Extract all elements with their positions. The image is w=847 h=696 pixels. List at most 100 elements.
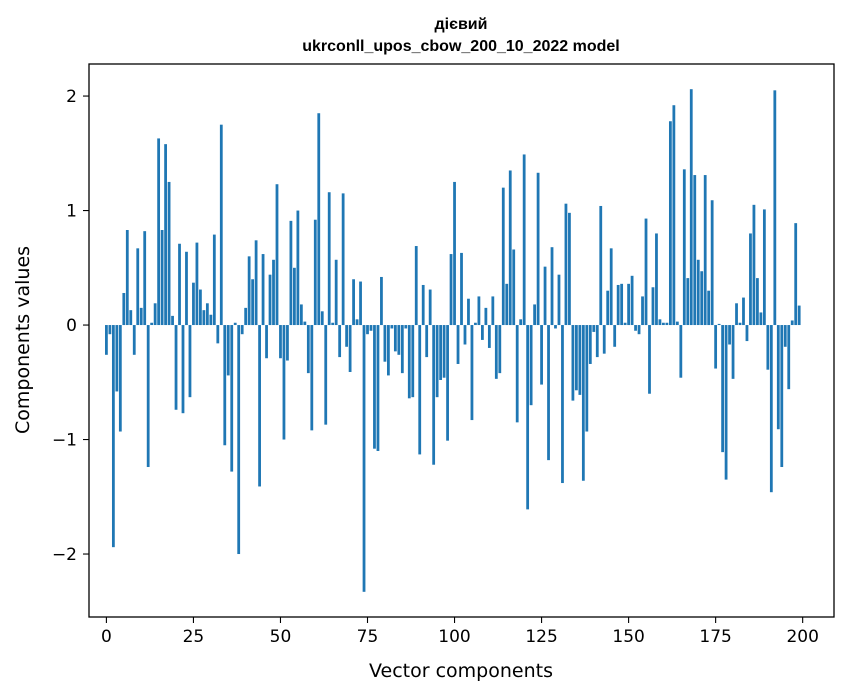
bar (776, 325, 780, 430)
bar (592, 325, 596, 332)
bar (578, 325, 582, 395)
bar (609, 248, 613, 326)
bar (212, 234, 216, 326)
bar (651, 287, 655, 326)
bar (696, 259, 700, 326)
x-axis-ticks: 0 25 50 75 100 125 150 175 200 (101, 617, 819, 647)
bar (463, 325, 467, 345)
bar (205, 303, 209, 326)
bar (783, 325, 787, 347)
bar (446, 325, 449, 441)
y-axis-ticks: −2 −1 0 1 2 (52, 87, 89, 565)
bar (338, 325, 342, 358)
bar (178, 243, 181, 326)
bar (581, 325, 585, 481)
bar (118, 325, 122, 432)
bar (766, 325, 770, 370)
bar (762, 209, 766, 326)
bar (627, 283, 630, 326)
bar (366, 325, 369, 335)
bar (289, 220, 293, 326)
bar (188, 325, 192, 398)
bar (484, 307, 488, 326)
bar (425, 325, 429, 358)
bar (588, 325, 592, 364)
bar (355, 319, 359, 326)
bar (707, 290, 711, 326)
x-axis-label: Vector components (369, 660, 553, 682)
bar (571, 325, 575, 401)
x-tick-label: 150 (612, 627, 644, 647)
bar (230, 325, 234, 472)
bar (682, 169, 686, 326)
bar (623, 322, 627, 326)
bar (136, 248, 140, 326)
bar (160, 230, 164, 326)
bar (477, 296, 481, 326)
bar (345, 325, 349, 347)
bar (679, 325, 683, 378)
bar (164, 144, 167, 326)
bar (453, 181, 456, 326)
bar (331, 322, 335, 326)
bar (749, 233, 752, 326)
bar (240, 325, 244, 335)
bar (157, 138, 161, 326)
bar (418, 325, 422, 455)
bar (533, 304, 536, 326)
bar (717, 323, 721, 326)
x-tick-label: 100 (438, 627, 470, 647)
bar (261, 254, 265, 326)
bar (648, 325, 651, 394)
bar (585, 325, 589, 432)
bar (209, 314, 213, 326)
bar (390, 325, 394, 329)
bar (655, 233, 658, 326)
bar (226, 325, 230, 376)
x-tick-label: 75 (357, 627, 379, 647)
bar (150, 322, 154, 326)
bar (508, 170, 512, 326)
bar (498, 325, 502, 374)
bar (421, 284, 425, 326)
bar (268, 274, 272, 326)
bar (341, 193, 345, 326)
bar (324, 325, 328, 425)
bar (752, 204, 756, 326)
bar (602, 325, 606, 354)
bar (505, 283, 509, 326)
bar (658, 319, 662, 326)
bar (728, 325, 731, 345)
bar (710, 200, 714, 326)
bar (258, 325, 261, 487)
bar (703, 175, 707, 326)
bar (282, 325, 286, 440)
bar (244, 307, 248, 326)
bar (550, 247, 554, 326)
bar (595, 325, 599, 358)
bar (404, 325, 408, 329)
chart-title: дієвий (435, 16, 488, 33)
bar (272, 259, 275, 326)
bar (790, 320, 794, 326)
bar (369, 325, 373, 331)
bar (700, 271, 704, 326)
y-tick-label: 0 (66, 316, 77, 336)
bar (557, 274, 561, 326)
bar (613, 325, 617, 347)
bar (470, 325, 474, 421)
bar (362, 325, 366, 592)
bar (512, 249, 516, 326)
bar (439, 325, 443, 380)
bar (773, 90, 777, 326)
x-tick-label: 0 (101, 627, 112, 647)
bar (146, 325, 150, 468)
bar (637, 325, 641, 335)
bar (111, 325, 115, 548)
bar (675, 321, 679, 326)
bar (223, 325, 227, 446)
bar (132, 325, 136, 355)
bar (693, 175, 697, 326)
bar (606, 290, 610, 326)
bar (515, 325, 519, 423)
